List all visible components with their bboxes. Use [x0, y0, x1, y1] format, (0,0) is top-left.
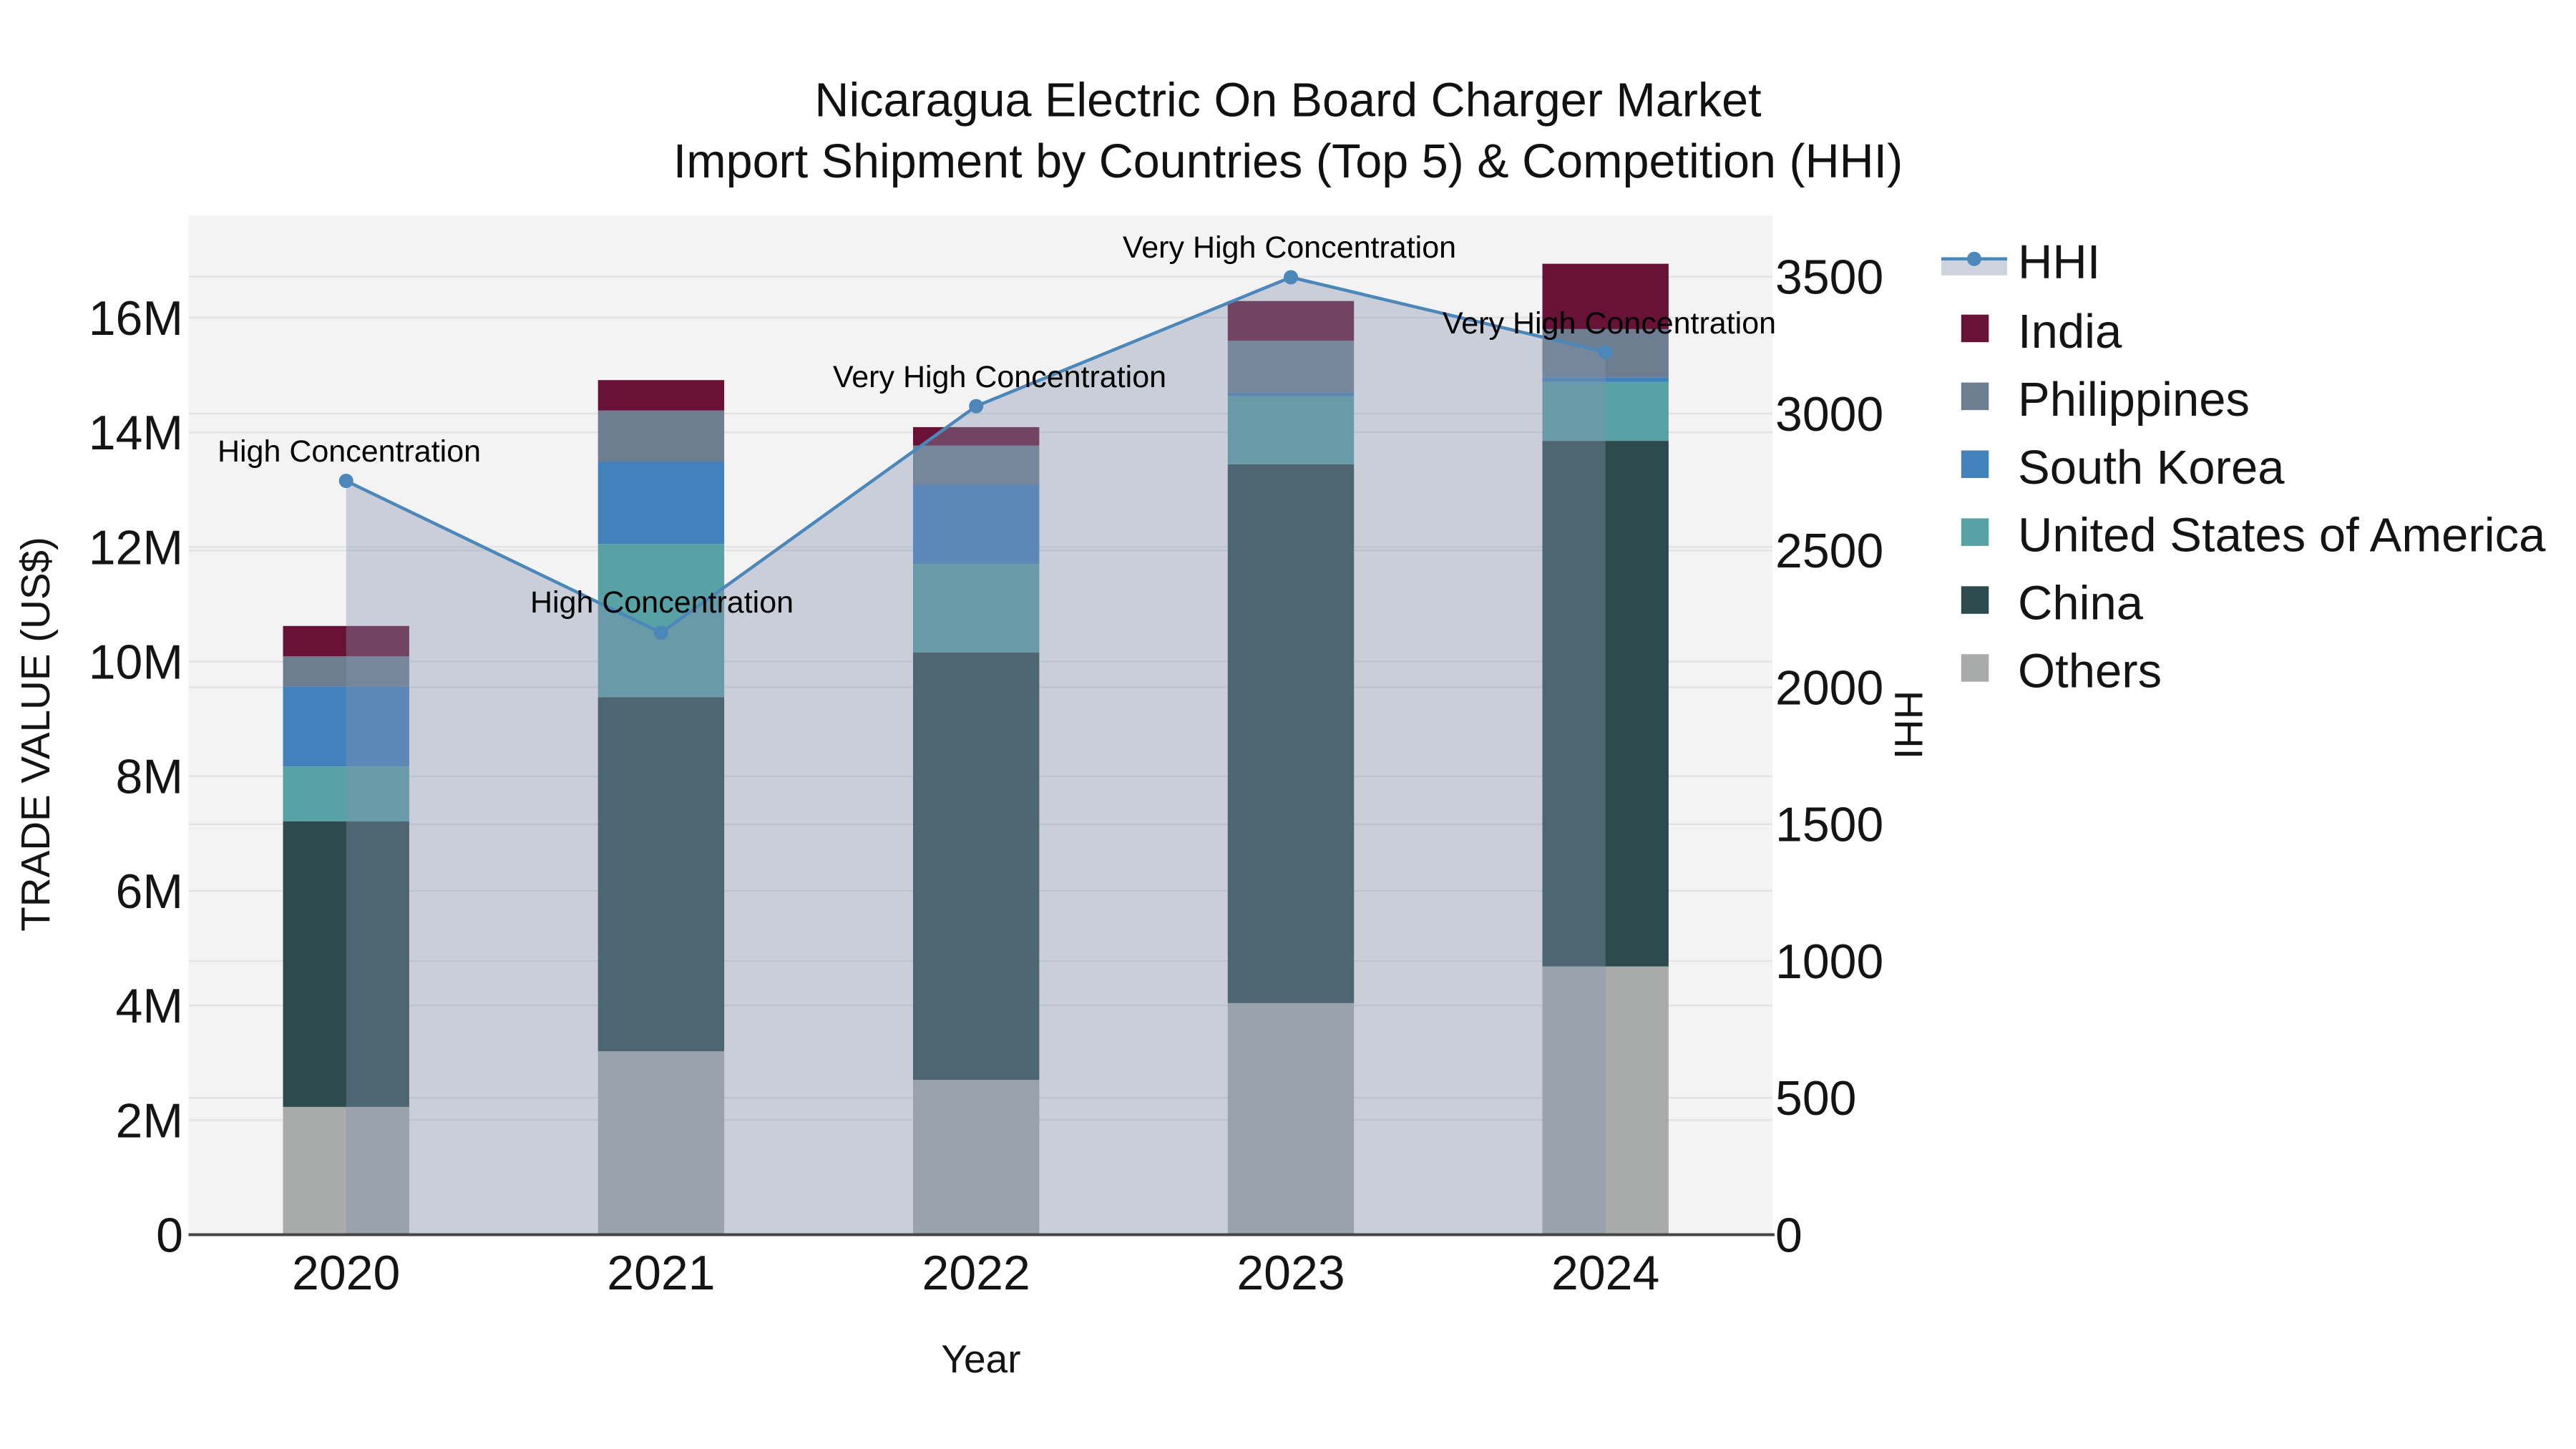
svg-text:2021: 2021: [607, 1246, 715, 1300]
svg-text:Others: Others: [2018, 645, 2162, 698]
svg-text:3000: 3000: [1775, 387, 1883, 441]
svg-text:HHI: HHI: [1886, 691, 1931, 759]
svg-text:TRADE VALUE (US$): TRADE VALUE (US$): [13, 537, 58, 932]
svg-text:2023: 2023: [1236, 1246, 1345, 1300]
svg-text:8M: 8M: [116, 750, 183, 804]
svg-text:16M: 16M: [89, 291, 183, 346]
svg-text:Very High Concentration: Very High Concentration: [833, 360, 1166, 394]
svg-text:South Korea: South Korea: [2018, 441, 2285, 494]
svg-text:HHI: HHI: [2018, 235, 2100, 289]
svg-text:Import Shipment by Countries (: Import Shipment by Countries (Top 5) & C…: [673, 135, 1903, 188]
svg-text:1000: 1000: [1775, 935, 1883, 989]
svg-text:2020: 2020: [292, 1246, 400, 1300]
svg-text:2000: 2000: [1775, 661, 1883, 716]
svg-text:4M: 4M: [116, 979, 183, 1033]
svg-text:2500: 2500: [1775, 524, 1883, 578]
svg-text:United States of America: United States of America: [2018, 509, 2546, 562]
svg-text:3500: 3500: [1775, 250, 1883, 305]
svg-text:2024: 2024: [1551, 1246, 1659, 1300]
svg-text:1500: 1500: [1775, 798, 1883, 852]
svg-text:Very High Concentration: Very High Concentration: [1123, 230, 1456, 265]
svg-text:Year: Year: [941, 1337, 1020, 1381]
svg-text:High Concentration: High Concentration: [218, 434, 481, 469]
svg-text:12M: 12M: [89, 520, 183, 575]
svg-text:2M: 2M: [116, 1093, 183, 1148]
svg-text:2022: 2022: [922, 1246, 1030, 1300]
svg-text:0: 0: [156, 1209, 183, 1263]
svg-text:High Concentration: High Concentration: [530, 585, 794, 620]
svg-text:Philippines: Philippines: [2018, 373, 2250, 426]
svg-text:India: India: [2018, 305, 2122, 358]
svg-text:China: China: [2018, 577, 2144, 630]
svg-text:14M: 14M: [89, 406, 183, 460]
svg-text:500: 500: [1775, 1071, 1856, 1126]
svg-text:Very High Concentration: Very High Concentration: [1443, 306, 1776, 341]
svg-text:0: 0: [1775, 1209, 1802, 1263]
svg-text:Nicaragua Electric On Board Ch: Nicaragua Electric On Board Charger Mark…: [814, 74, 1761, 127]
svg-text:6M: 6M: [116, 864, 183, 919]
svg-text:10M: 10M: [89, 635, 183, 690]
